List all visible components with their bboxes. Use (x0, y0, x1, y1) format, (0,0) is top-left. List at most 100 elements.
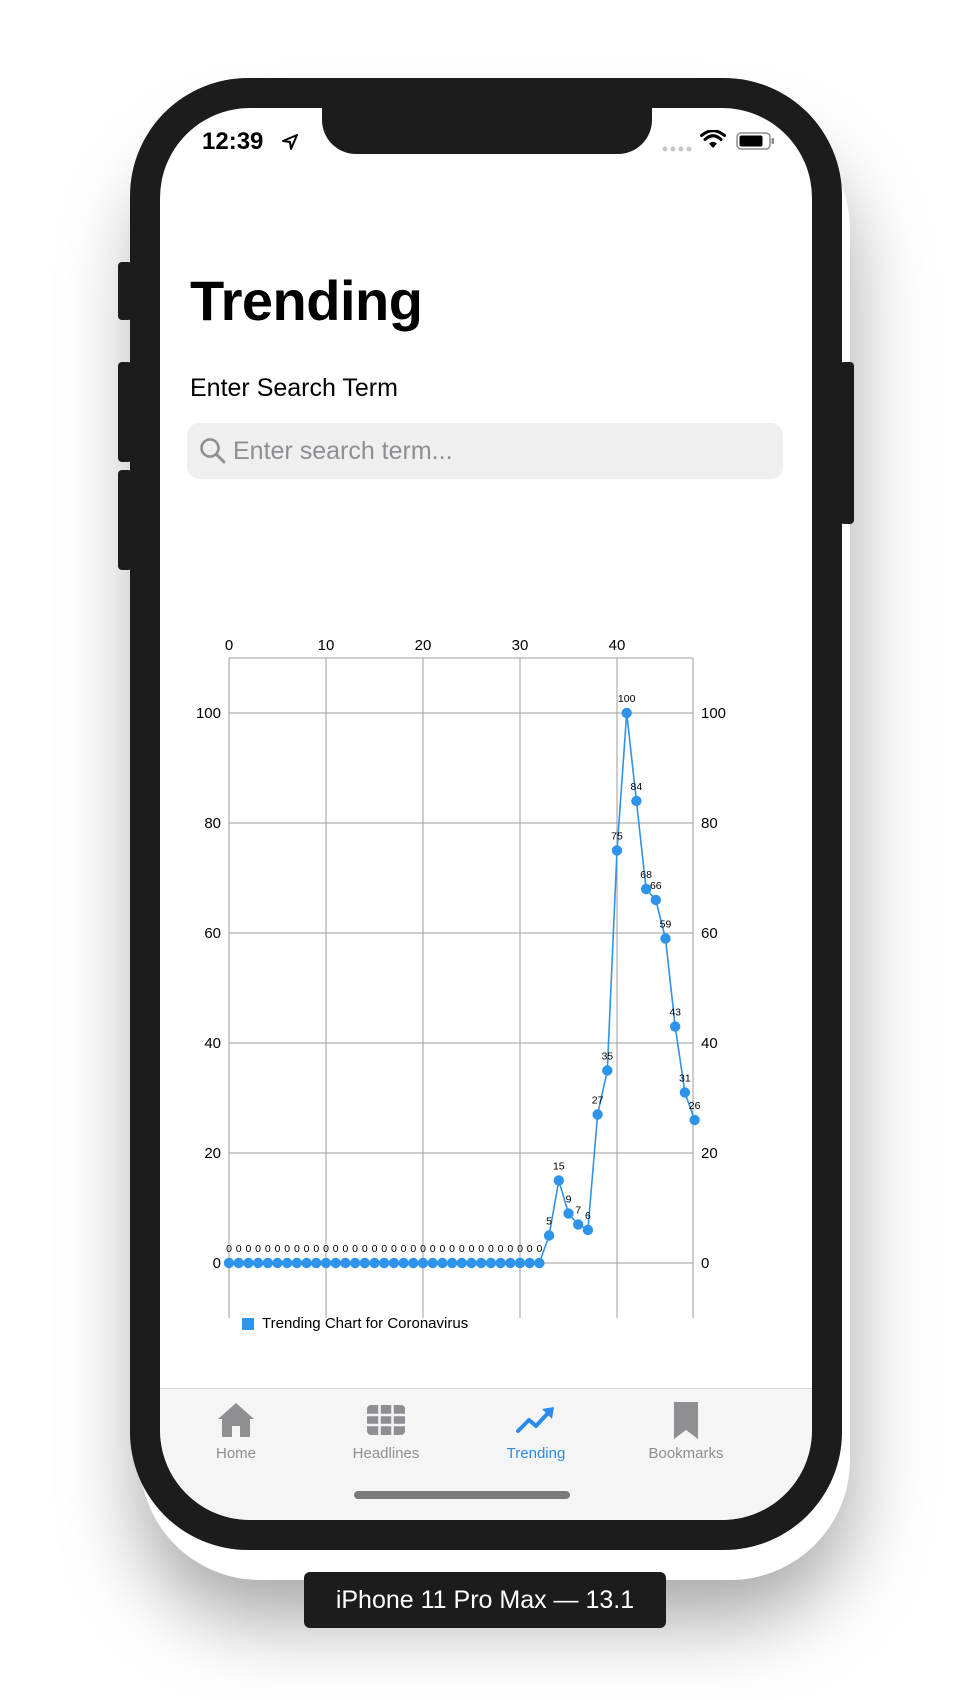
data-point (524, 1257, 535, 1269)
data-label: 0 (449, 1243, 455, 1255)
data-label: 0 (459, 1243, 465, 1255)
home-indicator[interactable] (354, 1491, 570, 1499)
tab-home[interactable]: Home (166, 1399, 306, 1462)
data-label: 0 (401, 1243, 407, 1255)
y-tick-label-left: 40 (204, 1035, 221, 1052)
cellular-signal-icon (662, 146, 692, 152)
data-point (553, 1175, 564, 1186)
data-label: 75 (611, 831, 623, 843)
data-label: 0 (498, 1243, 504, 1255)
tab-headlines-label: Headlines (352, 1445, 420, 1462)
screen: 12:39 Trending Enter Search Term 0 10 20 30… (160, 108, 812, 1520)
power-button (840, 362, 854, 524)
data-point (563, 1208, 574, 1219)
data-point (534, 1257, 545, 1269)
x-tick-label: 30 (512, 637, 529, 654)
data-label: 0 (478, 1243, 484, 1255)
data-label: 43 (669, 1007, 681, 1019)
tab-home-label: Home (215, 1445, 256, 1462)
search-bar[interactable] (187, 423, 783, 479)
data-point (282, 1257, 293, 1269)
volume-down-button (118, 470, 132, 570)
data-point (388, 1257, 400, 1269)
data-point (611, 845, 623, 856)
data-label: 0 (488, 1243, 494, 1255)
data-point (369, 1257, 380, 1269)
data-label: 0 (313, 1243, 319, 1255)
data-label: 6 (585, 1210, 591, 1222)
data-point (621, 707, 632, 719)
data-label: 0 (469, 1243, 475, 1255)
data-label: 31 (679, 1073, 691, 1085)
data-point (582, 1224, 594, 1236)
data-point (592, 1109, 603, 1120)
data-point (252, 1257, 264, 1269)
data-label: 0 (284, 1243, 290, 1255)
device-caption: iPhone 11 Pro Max — 13.1 (304, 1572, 666, 1628)
data-point (233, 1257, 244, 1269)
data-point (349, 1257, 361, 1269)
data-point (408, 1257, 419, 1269)
data-point (495, 1257, 506, 1269)
y-tick-label-left: 80 (204, 815, 221, 832)
data-point (446, 1257, 458, 1269)
data-label: 100 (618, 693, 636, 705)
tab-trending-label: Trending (506, 1445, 566, 1462)
data-label: 0 (410, 1243, 416, 1255)
data-point (243, 1257, 254, 1269)
data-label: 0 (294, 1243, 300, 1255)
search-label: Enter Search Term (190, 374, 398, 402)
trending-up-icon (516, 1407, 554, 1433)
x-tick-label: 0 (225, 637, 233, 654)
data-point (291, 1257, 303, 1269)
data-label: 84 (631, 781, 643, 793)
tab-bookmarks[interactable]: Bookmarks (616, 1399, 756, 1462)
series-line (229, 712, 696, 1264)
data-label: 0 (275, 1243, 281, 1255)
y-tick-label-right: 40 (701, 1035, 718, 1052)
data-point (466, 1257, 477, 1269)
data-point (427, 1257, 438, 1269)
data-label: 0 (372, 1243, 378, 1255)
bookmark-icon (674, 1402, 698, 1439)
data-label: 27 (592, 1095, 604, 1107)
search-input[interactable] (233, 431, 763, 471)
tab-headlines[interactable]: Headlines (316, 1399, 456, 1462)
data-point (301, 1257, 312, 1269)
tab-bar: Home Headlines Trending Bookmarks (160, 1388, 812, 1520)
chart-legend: Trending Chart for Coronavirus (242, 1315, 468, 1332)
data-label: 59 (660, 919, 672, 931)
data-point (631, 795, 642, 807)
data-label: 0 (342, 1243, 348, 1255)
data-point (398, 1257, 409, 1269)
data-point (670, 1021, 681, 1032)
data-label: 7 (575, 1205, 581, 1217)
y-tick-label-right: 20 (701, 1145, 718, 1162)
x-tick-label: 10 (318, 637, 335, 654)
data-point (679, 1087, 691, 1098)
volume-up-button (118, 362, 132, 462)
y-tick-label-left: 60 (204, 925, 221, 942)
data-label: 0 (517, 1243, 523, 1255)
data-label: 26 (689, 1100, 701, 1112)
data-point (514, 1257, 526, 1269)
x-tick-label: 20 (415, 637, 432, 654)
data-label: 0 (352, 1243, 358, 1255)
data-label: 35 (601, 1051, 613, 1063)
data-point (262, 1257, 273, 1269)
data-point (573, 1219, 584, 1230)
y-tick-label-left: 100 (196, 705, 221, 722)
y-tick-label-right: 60 (701, 925, 718, 942)
data-label: 0 (527, 1243, 533, 1255)
data-point (379, 1257, 390, 1269)
data-label: 5 (546, 1216, 552, 1228)
data-label: 9 (566, 1194, 572, 1206)
legend-label: Trending Chart for Coronavirus (262, 1315, 469, 1332)
data-point (417, 1257, 429, 1269)
data-label: 0 (236, 1243, 242, 1255)
data-point (543, 1230, 555, 1241)
location-arrow-icon (282, 134, 298, 150)
data-point (223, 1257, 235, 1269)
data-label: 0 (362, 1243, 368, 1255)
tab-trending[interactable]: Trending (466, 1399, 606, 1462)
